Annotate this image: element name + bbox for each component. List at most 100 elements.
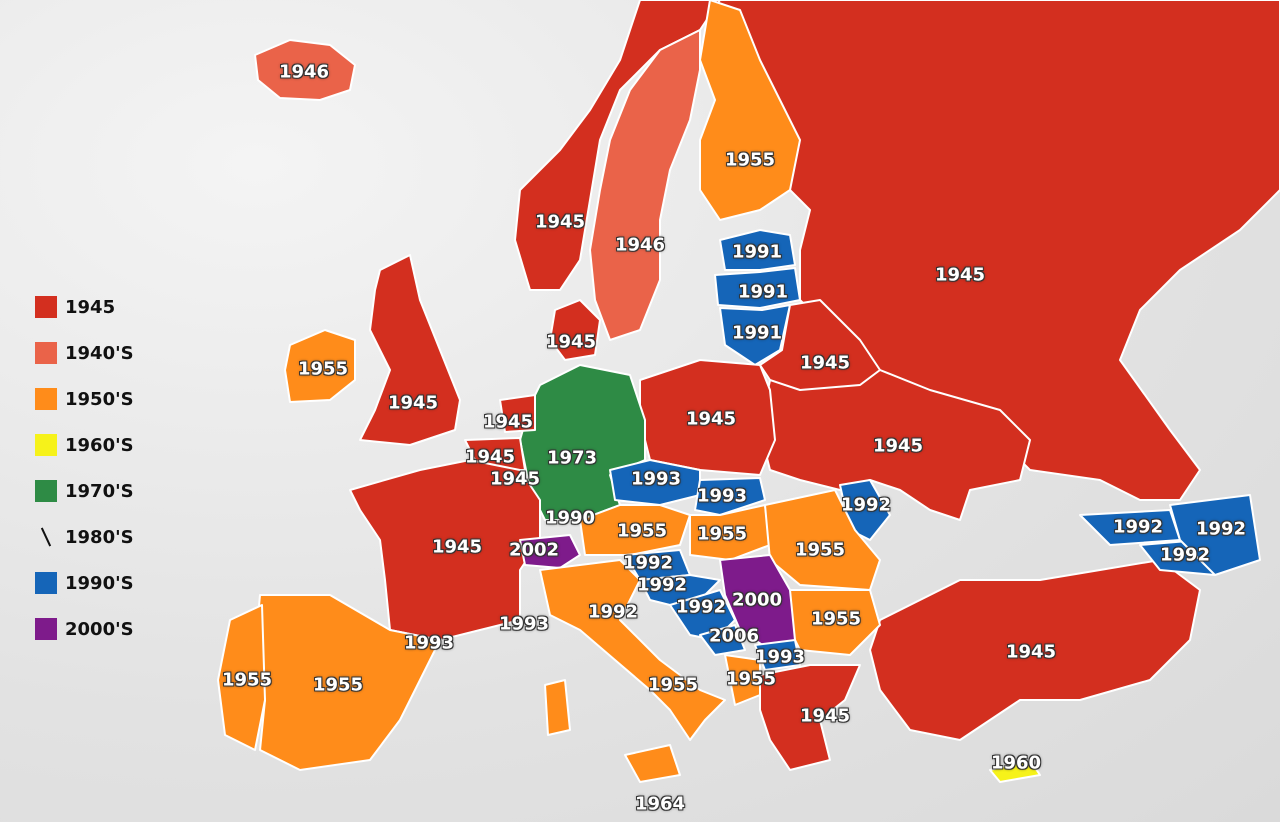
region-ireland — [284, 329, 356, 403]
region-ukraine — [759, 369, 1031, 521]
label-ukraine: 1945 — [872, 435, 924, 457]
legend-swatch — [35, 296, 57, 318]
label-serbia: 2000 — [731, 589, 783, 611]
label-luxembourg: 1945 — [489, 468, 541, 490]
legend-item: 2000'S — [35, 606, 134, 652]
label-belarus: 1945 — [799, 352, 851, 374]
legend-item: 1970'S — [35, 468, 134, 514]
label-france: 1945 — [431, 536, 483, 558]
label-sweden: 1946 — [614, 234, 666, 256]
region-lithuania — [719, 304, 791, 366]
region-italy — [539, 559, 726, 741]
region-greece — [759, 664, 861, 771]
legend-item: 1980'S — [35, 514, 134, 560]
region-cyprus — [989, 759, 1041, 783]
label-moldova: 1992 — [840, 494, 892, 516]
region-switzerland — [519, 534, 581, 569]
label-portugal: 1955 — [221, 669, 273, 691]
label-montenegro: 2006 — [708, 625, 760, 647]
label-slovakia: 1993 — [696, 485, 748, 507]
label-germany: 1973 — [546, 447, 598, 469]
label-switzerland: 2002 — [508, 539, 560, 561]
legend-label: 1945 — [65, 296, 116, 318]
legend-item: 1940'S — [35, 330, 134, 376]
label-malta: 1964 — [634, 793, 686, 815]
label-denmark: 1945 — [545, 331, 597, 353]
label-bulgaria: 1955 — [810, 608, 862, 630]
label-belgium: 1945 — [464, 446, 516, 468]
label-azerbaijan: 1992 — [1195, 518, 1247, 540]
label-liechtenstein: 1990 — [544, 507, 596, 529]
label-monaco: 1993 — [498, 613, 550, 635]
legend-item: 1950'S — [35, 376, 134, 422]
legend-swatch — [35, 618, 57, 640]
label-andorra: 1993 — [403, 632, 455, 654]
region-sicily — [624, 744, 681, 783]
region-france — [349, 459, 541, 641]
region-azerbaijan — [1169, 494, 1261, 576]
region-sardinia — [544, 679, 571, 736]
legend-slash-icon — [35, 526, 57, 548]
region-montenegro — [699, 624, 746, 656]
legend-swatch — [35, 480, 57, 502]
legend-label: 2000'S — [65, 618, 134, 640]
region-belarus — [759, 299, 881, 391]
label-austria: 1955 — [616, 520, 668, 542]
map-legend: 1945 1940'S 1950'S 1960'S 1970'S 1980'S 1990'S… — [35, 284, 134, 652]
label-russia: 1945 — [934, 264, 986, 286]
legend-item: 1990'S — [35, 560, 134, 606]
label-norway: 1945 — [534, 211, 586, 233]
label-czechia: 1993 — [630, 468, 682, 490]
label-croatia: 1992 — [636, 574, 688, 596]
region-slovakia — [694, 477, 766, 516]
label-bosnia: 1992 — [675, 596, 727, 618]
legend-swatch — [35, 434, 57, 456]
label-north-macedonia: 1993 — [754, 646, 806, 668]
label-albania: 1955 — [725, 668, 777, 690]
region-north-macedonia — [754, 639, 801, 671]
label-greece: 1945 — [799, 705, 851, 727]
label-netherlands: 1945 — [482, 411, 534, 433]
region-uk — [359, 254, 461, 446]
legend-label: 1950'S — [65, 388, 134, 410]
region-estonia — [719, 229, 796, 271]
label-latvia: 1991 — [737, 281, 789, 303]
label-armenia: 1992 — [1159, 544, 1211, 566]
legend-item: 1945 — [35, 284, 134, 330]
label-iceland: 1946 — [278, 61, 330, 83]
label-poland: 1945 — [685, 408, 737, 430]
label-lithuania: 1991 — [731, 322, 783, 344]
legend-label: 1990'S — [65, 572, 134, 594]
label-slovenia: 1992 — [622, 552, 674, 574]
label-uk: 1945 — [387, 392, 439, 414]
region-latvia — [714, 267, 801, 309]
region-turkey — [869, 559, 1201, 741]
label-georgia: 1992 — [1112, 516, 1164, 538]
legend-swatch — [35, 342, 57, 364]
region-iceland — [254, 39, 356, 101]
region-finland — [699, 0, 801, 221]
legend-item: 1960'S — [35, 422, 134, 468]
region-sweden — [589, 29, 701, 341]
label-estonia: 1991 — [731, 241, 783, 263]
legend-swatch — [35, 572, 57, 594]
label-turkey: 1945 — [1005, 641, 1057, 663]
region-austria — [579, 504, 691, 556]
label-cyprus: 1960 — [990, 752, 1042, 774]
legend-label: 1970'S — [65, 480, 134, 502]
legend-label: 1940'S — [65, 342, 134, 364]
label-hungary: 1955 — [696, 523, 748, 545]
legend-label: 1960'S — [65, 434, 134, 456]
label-san-marino: 1992 — [587, 601, 639, 623]
legend-swatch — [35, 388, 57, 410]
region-netherlands — [499, 394, 536, 433]
region-denmark — [549, 299, 601, 361]
label-ireland: 1955 — [297, 358, 349, 380]
label-spain: 1955 — [312, 674, 364, 696]
legend-label: 1980'S — [65, 526, 134, 548]
label-finland: 1955 — [724, 149, 776, 171]
label-romania: 1955 — [794, 539, 846, 561]
region-portugal — [217, 604, 266, 751]
